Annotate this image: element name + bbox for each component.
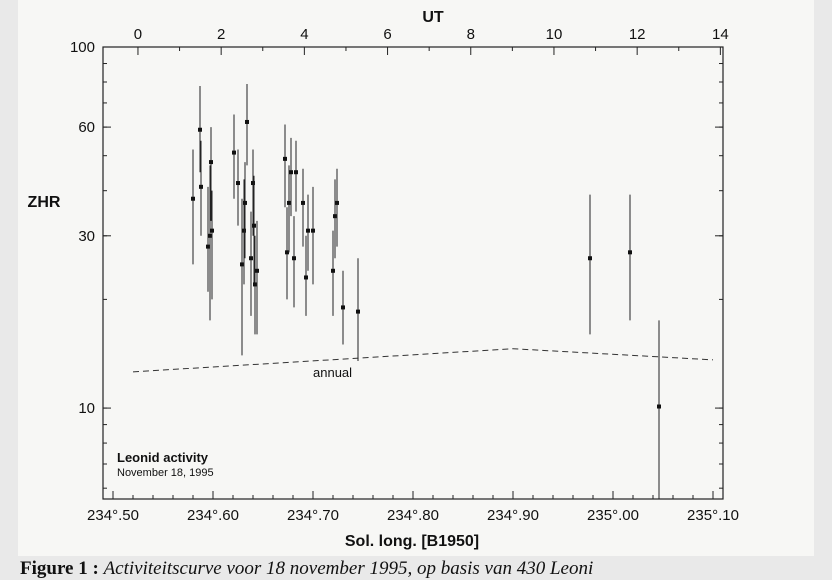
data-point [253,282,257,287]
data-point [242,228,246,233]
annual-curve [132,348,714,373]
ut-tick-label: 14 [712,26,729,43]
data-point [304,275,308,280]
data-point [306,228,310,233]
data-point [240,262,244,267]
data-point [356,309,360,314]
data-point [294,170,298,175]
x-tick-label: 234°.50 [87,507,139,524]
x-tick-label: 234°.60 [187,507,239,524]
data-point [292,256,296,261]
annual-label: annual [313,365,352,380]
data-point [301,200,305,205]
data-point [198,127,202,132]
ut-tick-label: 2 [217,26,225,43]
caption-label: Figure 1 : [20,558,99,579]
ut-tick-label: 6 [383,26,391,43]
data-point [191,196,195,201]
ut-tick-label: 12 [629,26,646,43]
annotation-subtitle: November 18, 1995 [117,467,214,479]
data-point [199,184,203,189]
annotation-title: Leonid activity [117,450,209,465]
data-point [657,404,661,409]
data-point [335,200,339,205]
y-tick-label: 100 [70,39,95,56]
data-point [285,250,289,255]
data-point [341,305,345,310]
data-point [245,119,249,124]
paper-sheet [18,0,814,556]
y-tick-label: 60 [78,119,95,136]
y-tick-label: 10 [78,400,95,417]
data-point [209,160,213,165]
data-point [251,181,255,186]
data-point [283,156,287,161]
ut-axis-title: UT [422,9,444,26]
data-point [243,200,247,205]
data-point [289,170,293,175]
x-tick-label: 235°.00 [587,507,639,524]
data-point [628,250,632,255]
data-point [287,200,291,205]
data-point [331,268,335,273]
x-axis-title: Sol. long. [B1950] [345,533,479,550]
data-point [333,214,337,219]
ut-tick-label: 10 [546,26,563,43]
caption-text: Activiteitscurve voor 18 november 1995, … [103,558,594,579]
data-point [236,181,240,186]
x-tick-label: 234°.80 [387,507,439,524]
data-point [249,256,253,261]
x-tick-label: 235°.10 [687,507,739,524]
figure-caption: Figure 1 : Activiteitscurve voor 18 nove… [20,558,593,580]
ut-tick-label: 0 [134,26,142,43]
data-point [255,268,259,273]
y-axis-title: ZHR [28,194,61,211]
ut-tick-label: 4 [300,26,308,43]
x-tick-label: 234°.70 [287,507,339,524]
data-point [252,223,256,228]
data-point [210,228,214,233]
data-point [232,150,236,155]
data-point [206,244,210,249]
data-point [311,228,315,233]
x-tick-label: 234°.90 [487,507,539,524]
y-tick-label: 30 [78,228,95,245]
data-point [208,233,212,238]
ut-tick-label: 8 [467,26,475,43]
data-point [588,256,592,261]
